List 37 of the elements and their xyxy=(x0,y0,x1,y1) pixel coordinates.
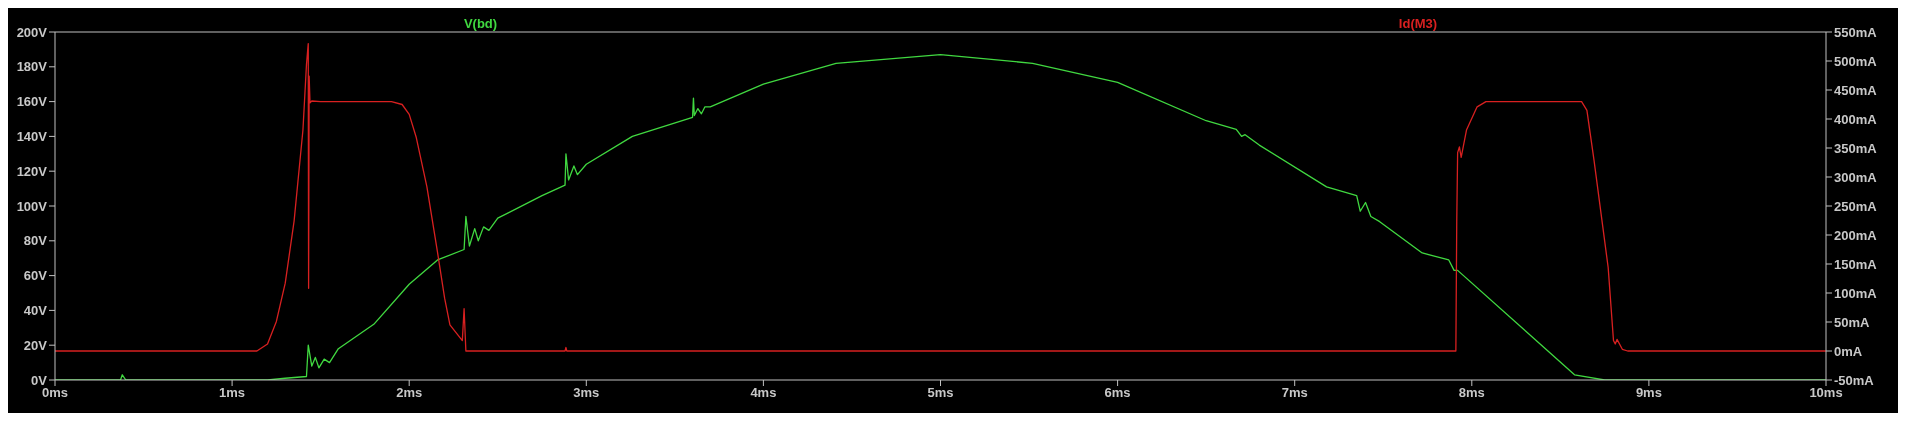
y2-tick-label: 250mA xyxy=(1834,198,1878,214)
text: V(bd) xyxy=(463,16,498,31)
y-tick-label: 80V xyxy=(23,233,48,249)
y-tick-label: 120V xyxy=(16,163,48,179)
y2-tick-label: 150mA xyxy=(1834,256,1878,272)
x-tick-label: 1ms xyxy=(219,385,246,401)
y-tick-label: 140V xyxy=(16,129,48,145)
x-tick-label: 8ms xyxy=(1458,385,1485,401)
y2-tick-label: 300mA xyxy=(1834,169,1878,185)
x-tick-label: 3ms xyxy=(573,385,600,401)
y2-tick-label: -50mA xyxy=(1834,372,1875,388)
y-tick-label: 0V xyxy=(31,372,48,388)
y2-tick-label: 100mA xyxy=(1834,285,1878,301)
x-tick-label: 2ms xyxy=(396,385,423,401)
y-tick-label: 40V xyxy=(23,303,48,319)
y-tick-label: 160V xyxy=(16,94,48,110)
x-tick-label: 7ms xyxy=(1281,385,1308,401)
text: Id(M3) xyxy=(1398,16,1438,31)
y-tick-label: 200V xyxy=(16,24,48,40)
y2-tick-label: 500mA xyxy=(1834,53,1878,69)
x-tick-label: 4ms xyxy=(750,385,777,401)
x-tick-label: 0ms xyxy=(41,385,69,401)
x-tick-label: 6ms xyxy=(1104,385,1131,401)
y2-tick-label: 200mA xyxy=(1834,227,1878,243)
y-tick-label: 20V xyxy=(23,337,48,353)
y2-tick-label: 350mA xyxy=(1834,140,1878,156)
y2-tick-label: 550mA xyxy=(1834,24,1878,40)
y-tick-label: 60V xyxy=(23,268,48,284)
y2-tick-label: 0mA xyxy=(1834,343,1863,359)
y2-tick-label: 50mA xyxy=(1834,314,1871,330)
x-tick-label: 9ms xyxy=(1635,385,1662,401)
y2-tick-label: 450mA xyxy=(1834,82,1878,98)
x-tick-label: 5ms xyxy=(927,385,954,401)
x-tick-label: 10ms xyxy=(1809,385,1843,401)
y-tick-label: 100V xyxy=(16,198,48,214)
y-tick-label: 180V xyxy=(16,59,48,75)
y2-tick-label: 400mA xyxy=(1834,111,1878,127)
